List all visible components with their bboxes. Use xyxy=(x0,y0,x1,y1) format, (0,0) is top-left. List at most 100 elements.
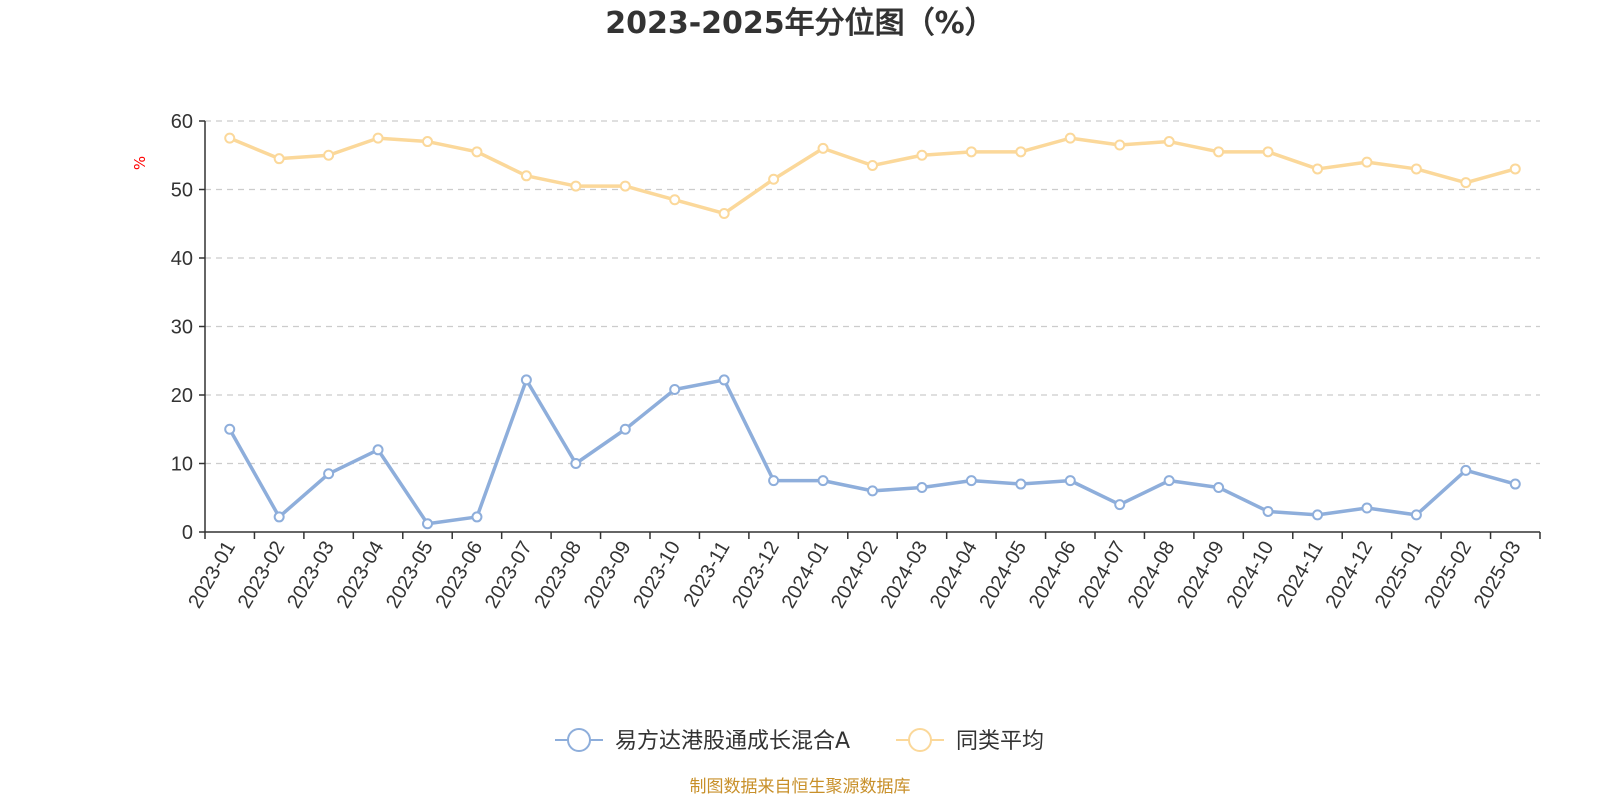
data-point xyxy=(619,423,631,435)
data-point xyxy=(619,180,631,192)
data-point xyxy=(1460,177,1472,189)
x-tick-label: 2025-02 xyxy=(1420,538,1476,613)
data-point xyxy=(1410,163,1422,175)
x-tick-label: 2024-01 xyxy=(778,538,834,613)
data-point xyxy=(1015,478,1027,490)
data-point xyxy=(1410,509,1422,521)
x-tick-label: 2023-04 xyxy=(333,538,389,613)
data-point xyxy=(471,146,483,158)
data-point xyxy=(1312,509,1323,521)
data-point xyxy=(1460,464,1472,476)
data-point xyxy=(372,444,384,456)
data-point xyxy=(224,423,236,435)
data-point xyxy=(520,374,532,386)
y-tick-label: 50 xyxy=(171,180,193,202)
data-point xyxy=(916,481,928,493)
data-point xyxy=(1114,139,1126,151)
data-point xyxy=(1064,132,1076,144)
y-tick-label: 30 xyxy=(171,317,193,339)
data-point xyxy=(867,485,878,497)
x-tick-label: 2023-01 xyxy=(184,538,240,613)
data-point xyxy=(323,468,335,480)
x-tick-label: 2023-03 xyxy=(283,538,339,613)
x-tick-label: 2024-11 xyxy=(1273,538,1328,611)
x-tick-label: 2024-03 xyxy=(877,538,933,613)
data-point xyxy=(570,458,582,469)
y-tick-label: 40 xyxy=(171,248,193,270)
legend-marker xyxy=(567,728,591,752)
data-point xyxy=(273,153,285,165)
gridlines xyxy=(205,120,1540,465)
data-point xyxy=(1262,505,1274,517)
x-tick-label: 2024-09 xyxy=(1173,538,1229,613)
y-axis-label: % xyxy=(131,156,149,170)
data-point xyxy=(1509,163,1521,175)
legend-marker xyxy=(908,728,932,752)
series-line-0 xyxy=(227,378,1518,526)
data-point xyxy=(520,170,532,182)
data-point xyxy=(422,136,433,148)
data-point xyxy=(1064,475,1076,487)
data-point xyxy=(273,511,285,523)
x-tick-label: 2024-08 xyxy=(1124,538,1180,613)
axes: 01020304050602023-012023-022023-032023-0… xyxy=(171,111,1541,613)
y-tick-label: 10 xyxy=(171,454,193,476)
x-tick-label: 2025-01 xyxy=(1371,538,1427,613)
data-point xyxy=(718,207,730,219)
data-point xyxy=(768,173,780,185)
data-point xyxy=(768,475,780,487)
data-point xyxy=(817,475,829,487)
data-point xyxy=(1213,146,1225,158)
data-point xyxy=(1163,475,1175,487)
x-tick-label: 2023-09 xyxy=(580,538,636,613)
data-point xyxy=(718,374,730,386)
series-group xyxy=(224,132,1521,530)
data-point xyxy=(916,149,928,161)
chart-title: 2023-2025年分位图（%） xyxy=(605,6,995,41)
x-tick-label: 2023-05 xyxy=(382,538,438,613)
x-tick-label: 2023-06 xyxy=(432,538,488,613)
source-note: 制图数据来自恒生聚源数据库 xyxy=(690,777,911,797)
legend-label: 易方达港股通成长混合A xyxy=(615,729,850,754)
x-tick-label: 2024-10 xyxy=(1223,538,1279,613)
data-point xyxy=(1114,499,1126,511)
data-point xyxy=(323,149,335,161)
data-point xyxy=(1163,136,1175,148)
legend: 易方达港股通成长混合A 同类平均 xyxy=(555,728,1044,754)
x-tick-label: 2024-02 xyxy=(827,538,883,613)
data-point xyxy=(669,194,681,206)
x-tick-label: 2023-12 xyxy=(728,538,784,613)
x-tick-label: 2024-04 xyxy=(926,538,982,613)
data-point xyxy=(867,160,878,172)
data-point xyxy=(1312,163,1323,175)
x-tick-label: 2023-11 xyxy=(679,538,734,611)
data-point xyxy=(422,518,433,530)
legend-label: 同类平均 xyxy=(956,729,1044,754)
data-point xyxy=(1262,146,1274,158)
series-line-1 xyxy=(227,136,1518,216)
data-point xyxy=(669,384,681,396)
data-point xyxy=(1015,146,1027,158)
y-tick-label: 60 xyxy=(171,111,193,133)
data-point xyxy=(224,132,236,144)
y-tick-label: 0 xyxy=(182,522,193,544)
data-point xyxy=(570,180,582,192)
x-tick-label: 2025-03 xyxy=(1470,538,1526,613)
y-tick-label: 20 xyxy=(171,385,193,407)
data-point xyxy=(1509,478,1521,490)
x-tick-label: 2024-12 xyxy=(1322,538,1378,613)
x-tick-label: 2024-05 xyxy=(975,538,1031,613)
data-point xyxy=(1213,481,1225,493)
x-tick-label: 2023-10 xyxy=(629,538,685,613)
x-tick-label: 2023-08 xyxy=(530,538,586,613)
data-point xyxy=(471,511,483,523)
x-tick-label: 2023-07 xyxy=(481,538,537,613)
data-point xyxy=(1361,156,1373,168)
data-point xyxy=(372,132,384,144)
data-point xyxy=(1361,502,1373,514)
data-point xyxy=(965,146,977,158)
x-tick-label: 2023-02 xyxy=(234,538,290,613)
data-point xyxy=(965,475,977,487)
data-point xyxy=(817,142,829,154)
